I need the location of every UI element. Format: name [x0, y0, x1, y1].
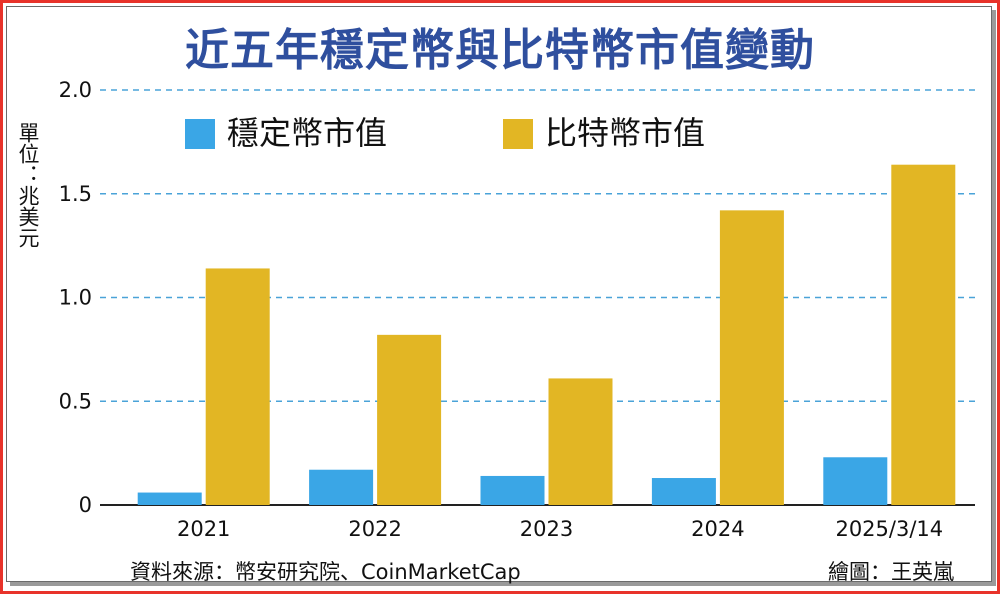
bar-stablecoin: [651, 478, 716, 505]
bar-bitcoin: [891, 164, 956, 505]
legend-swatch-stablecoin: [185, 119, 215, 149]
bar-bitcoin: [548, 378, 613, 505]
bar-stablecoin: [137, 492, 202, 505]
legend-label-bitcoin: 比特幣市值: [545, 114, 706, 152]
legend-swatch-bitcoin: [503, 119, 533, 149]
bar-stablecoin: [480, 475, 545, 505]
legend-label-stablecoin: 穩定幣市值: [227, 114, 388, 152]
x-tick-label: 2021: [177, 517, 230, 541]
y-tick-label: 2.0: [59, 78, 92, 102]
bar-bitcoin: [719, 210, 784, 505]
bar-stablecoin: [823, 457, 888, 505]
credit-note: 繪圖：王英嵐: [828, 560, 954, 584]
unit-label: 單位：兆美元: [16, 122, 40, 248]
x-tick-label: 2023: [520, 517, 573, 541]
bar-bitcoin: [377, 334, 442, 505]
y-tick-label: 1.0: [59, 286, 92, 310]
y-tick-label: 0: [79, 493, 92, 517]
x-tick-label: 2025/3/14: [835, 517, 943, 541]
chart-title: 近五年穩定幣與比特幣市值變動: [185, 25, 815, 76]
bar-bitcoin: [205, 268, 270, 505]
x-tick-label: 2024: [691, 517, 744, 541]
y-tick-label: 1.5: [59, 182, 92, 206]
y-tick-label: 0.5: [59, 389, 92, 413]
bar-stablecoin: [309, 469, 374, 505]
x-tick-label: 2022: [348, 517, 401, 541]
source-note: 資料來源：幣安研究院、CoinMarketCap: [130, 560, 521, 584]
